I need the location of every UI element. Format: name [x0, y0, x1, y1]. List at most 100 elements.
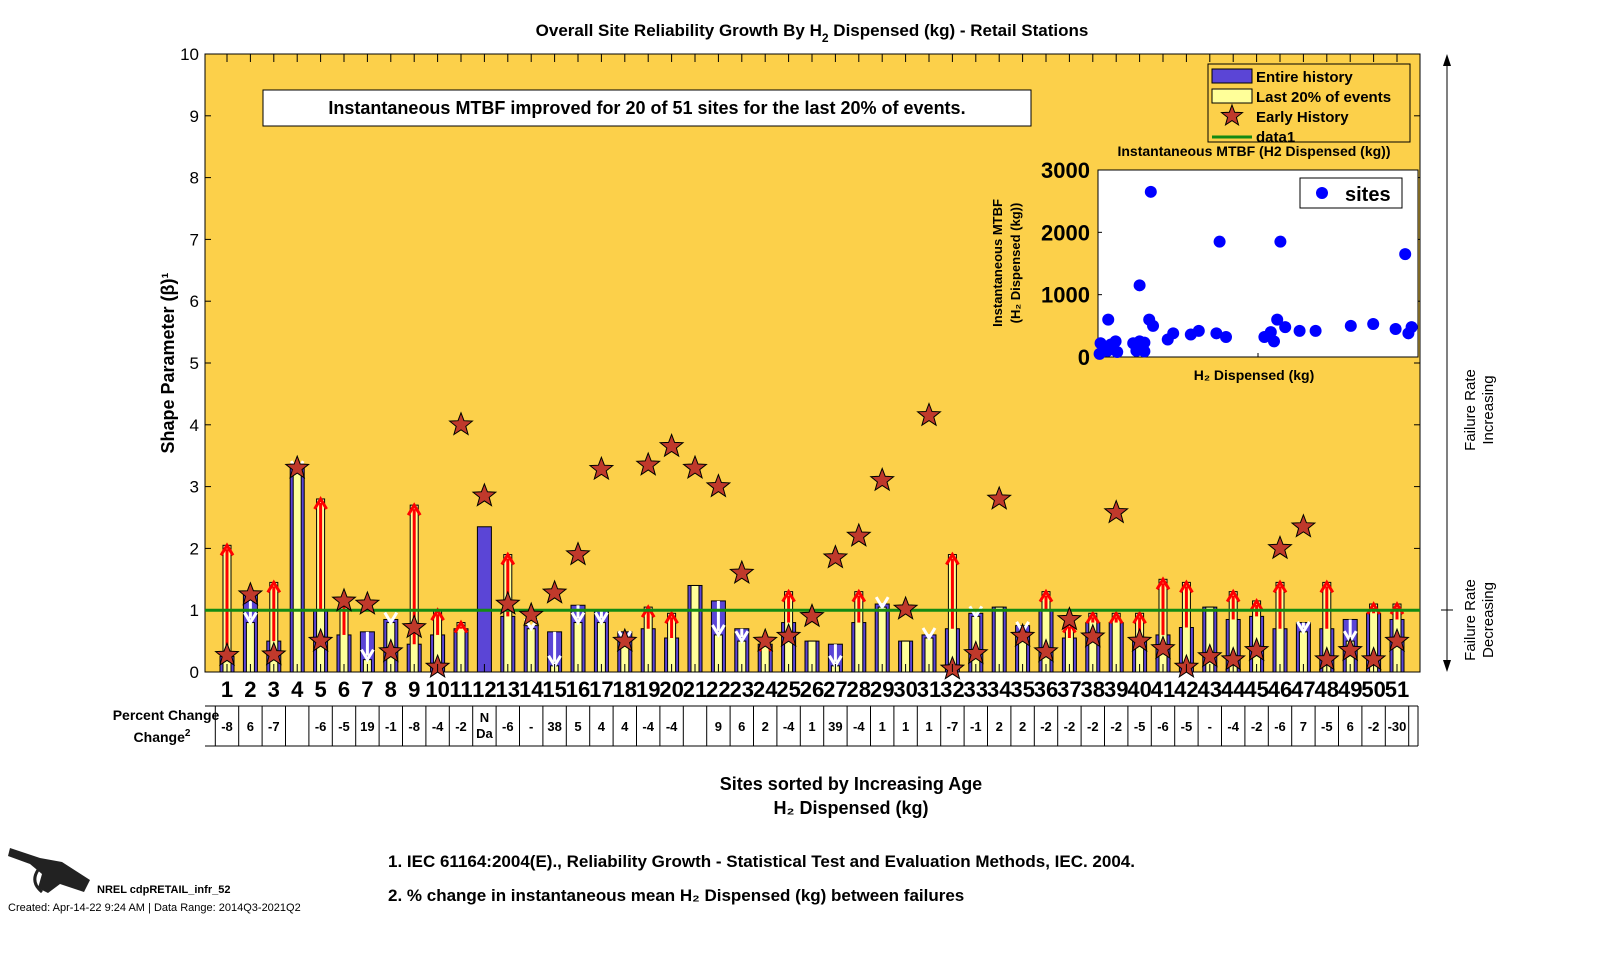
percent-change-label-2: Change2 — [134, 728, 191, 745]
percent-change-cell: -8 — [221, 719, 233, 734]
arrow-up-icon — [640, 604, 656, 618]
x-tick-label: 9 — [408, 677, 420, 702]
x-tick-label: 30 — [893, 677, 917, 702]
early-history-star — [1056, 606, 1083, 631]
percent-change-cell: 9 — [715, 719, 722, 734]
percent-change-cell: -4 — [853, 719, 865, 734]
early-history-star — [799, 602, 825, 628]
percent-change-cell: -6 — [315, 719, 327, 734]
arrow-down-icon — [383, 611, 399, 626]
arrow-up-icon — [1108, 610, 1124, 625]
inset-site-point — [1274, 235, 1287, 248]
percent-change-cell: 2 — [1019, 719, 1026, 734]
x-tick-label: 4 — [291, 677, 304, 702]
percent-change-cell: 6 — [1347, 719, 1354, 734]
early-history-star — [448, 411, 474, 436]
x-tick-label: 27 — [823, 677, 847, 702]
early-history-star — [541, 579, 568, 604]
percent-change-cell: -2 — [1087, 719, 1099, 734]
inset-site-point — [1102, 313, 1115, 326]
percent-change-cell: 4 — [621, 719, 629, 734]
arrow-up-icon — [313, 496, 328, 510]
x-tick-label: 1 — [221, 677, 233, 702]
early-history-star — [214, 641, 240, 667]
inset-chart: Instantaneous MTBF (H2 Dispensed (kg)) 0… — [990, 143, 1419, 383]
x-tick-label: 2 — [244, 677, 256, 702]
legend-swatch-last20 — [1211, 88, 1253, 104]
arrow-down-icon — [594, 611, 609, 626]
bar-entire-history — [476, 526, 492, 673]
percent-change-cell: 39 — [828, 719, 842, 734]
arrow-up-icon — [1179, 579, 1194, 594]
percent-change-cell: -2 — [1251, 719, 1263, 734]
x-tick-label: 12 — [472, 677, 496, 702]
percent-change-cell: -5 — [1134, 719, 1146, 734]
inset-site-point — [1344, 319, 1357, 332]
inset-legend-marker — [1316, 187, 1328, 199]
legend-swatch-entire — [1211, 68, 1253, 84]
x-tick-label: 32 — [940, 677, 964, 702]
x-tick-label: 17 — [589, 677, 613, 702]
percent-change-cell: 38 — [547, 719, 561, 734]
percent-change-cell: -2 — [1110, 719, 1122, 734]
percent-change-cell: 2 — [762, 719, 769, 734]
inset-y-tick-label: 3000 — [1041, 158, 1090, 183]
arrow-up-icon — [1443, 54, 1451, 66]
inset-site-point — [1111, 346, 1124, 359]
side-label-increasing: Failure RateIncreasing — [1462, 369, 1497, 451]
x-tick-label: 46 — [1268, 677, 1292, 702]
percent-change-cell: -1 — [385, 719, 397, 734]
early-history-star — [1197, 643, 1223, 668]
early-history-star — [846, 522, 872, 547]
early-history-star — [963, 640, 989, 665]
percent-change-cell: -30 — [1388, 719, 1407, 734]
percent-change-cell: -7 — [268, 719, 280, 734]
arrow-up-icon — [1319, 579, 1335, 594]
inset-title: Instantaneous MTBF (H2 Dispensed (kg)) — [1117, 143, 1390, 159]
y-axis-label: Shape Parameter (β)¹ — [158, 272, 178, 453]
arrow-up-icon — [1155, 576, 1171, 591]
arrow-down-icon — [734, 630, 750, 645]
bar-last-20pct — [690, 584, 700, 673]
arrow-up-icon — [945, 551, 960, 566]
x-tick-label: 34 — [987, 677, 1012, 702]
annotation-text: Instantaneous MTBF improved for 20 of 51… — [328, 98, 965, 118]
x-tick-label: 36 — [1034, 677, 1058, 702]
arrow-up-icon — [1038, 588, 1054, 603]
x-tick-label: 31 — [917, 677, 941, 702]
percent-change-cell: -4 — [1227, 719, 1239, 734]
inset-legend-label: sites — [1345, 184, 1391, 206]
arrow-up-icon — [1225, 588, 1241, 603]
x-tick-label: 7 — [361, 677, 373, 702]
early-history-star — [1243, 636, 1270, 662]
y-tick-label: 5 — [190, 354, 199, 373]
early-history-star — [588, 455, 615, 481]
x-tick-label: 25 — [776, 677, 800, 702]
legend: Entire history Last 20% of events Early … — [1207, 63, 1411, 146]
arrow-up-icon — [1272, 579, 1288, 594]
early-history-star — [237, 581, 264, 606]
y-tick-label: 1 — [190, 601, 199, 620]
percent-change-cell: N — [480, 710, 489, 725]
inset-site-point — [1264, 326, 1277, 339]
x-tick-label: 23 — [730, 677, 754, 702]
percent-change-cell: -1 — [970, 719, 982, 734]
percent-change-cell: -4 — [432, 719, 444, 734]
arrow-down-icon — [711, 624, 726, 638]
early-history-star — [1126, 627, 1153, 652]
arrow-up-icon — [453, 619, 469, 634]
arrow-down-icon — [360, 648, 375, 663]
x-tick-label: 8 — [385, 677, 397, 702]
inset-site-point — [1367, 317, 1380, 330]
percent-change-cell: -5 — [338, 719, 350, 734]
early-history-star — [1080, 623, 1106, 648]
created-text: Created: Apr-14-22 9:24 AM | Data Range:… — [8, 902, 301, 914]
x-tick-label: 35 — [1010, 677, 1034, 702]
x-tick-label: 18 — [613, 677, 637, 702]
percent-change-cell: 4 — [598, 719, 606, 734]
x-tick-label: 28 — [847, 677, 871, 702]
bar-last-20pct — [877, 606, 887, 673]
early-history-star — [284, 454, 310, 479]
x-tick-label: 22 — [706, 677, 730, 702]
x-tick-label: 39 — [1104, 677, 1128, 702]
